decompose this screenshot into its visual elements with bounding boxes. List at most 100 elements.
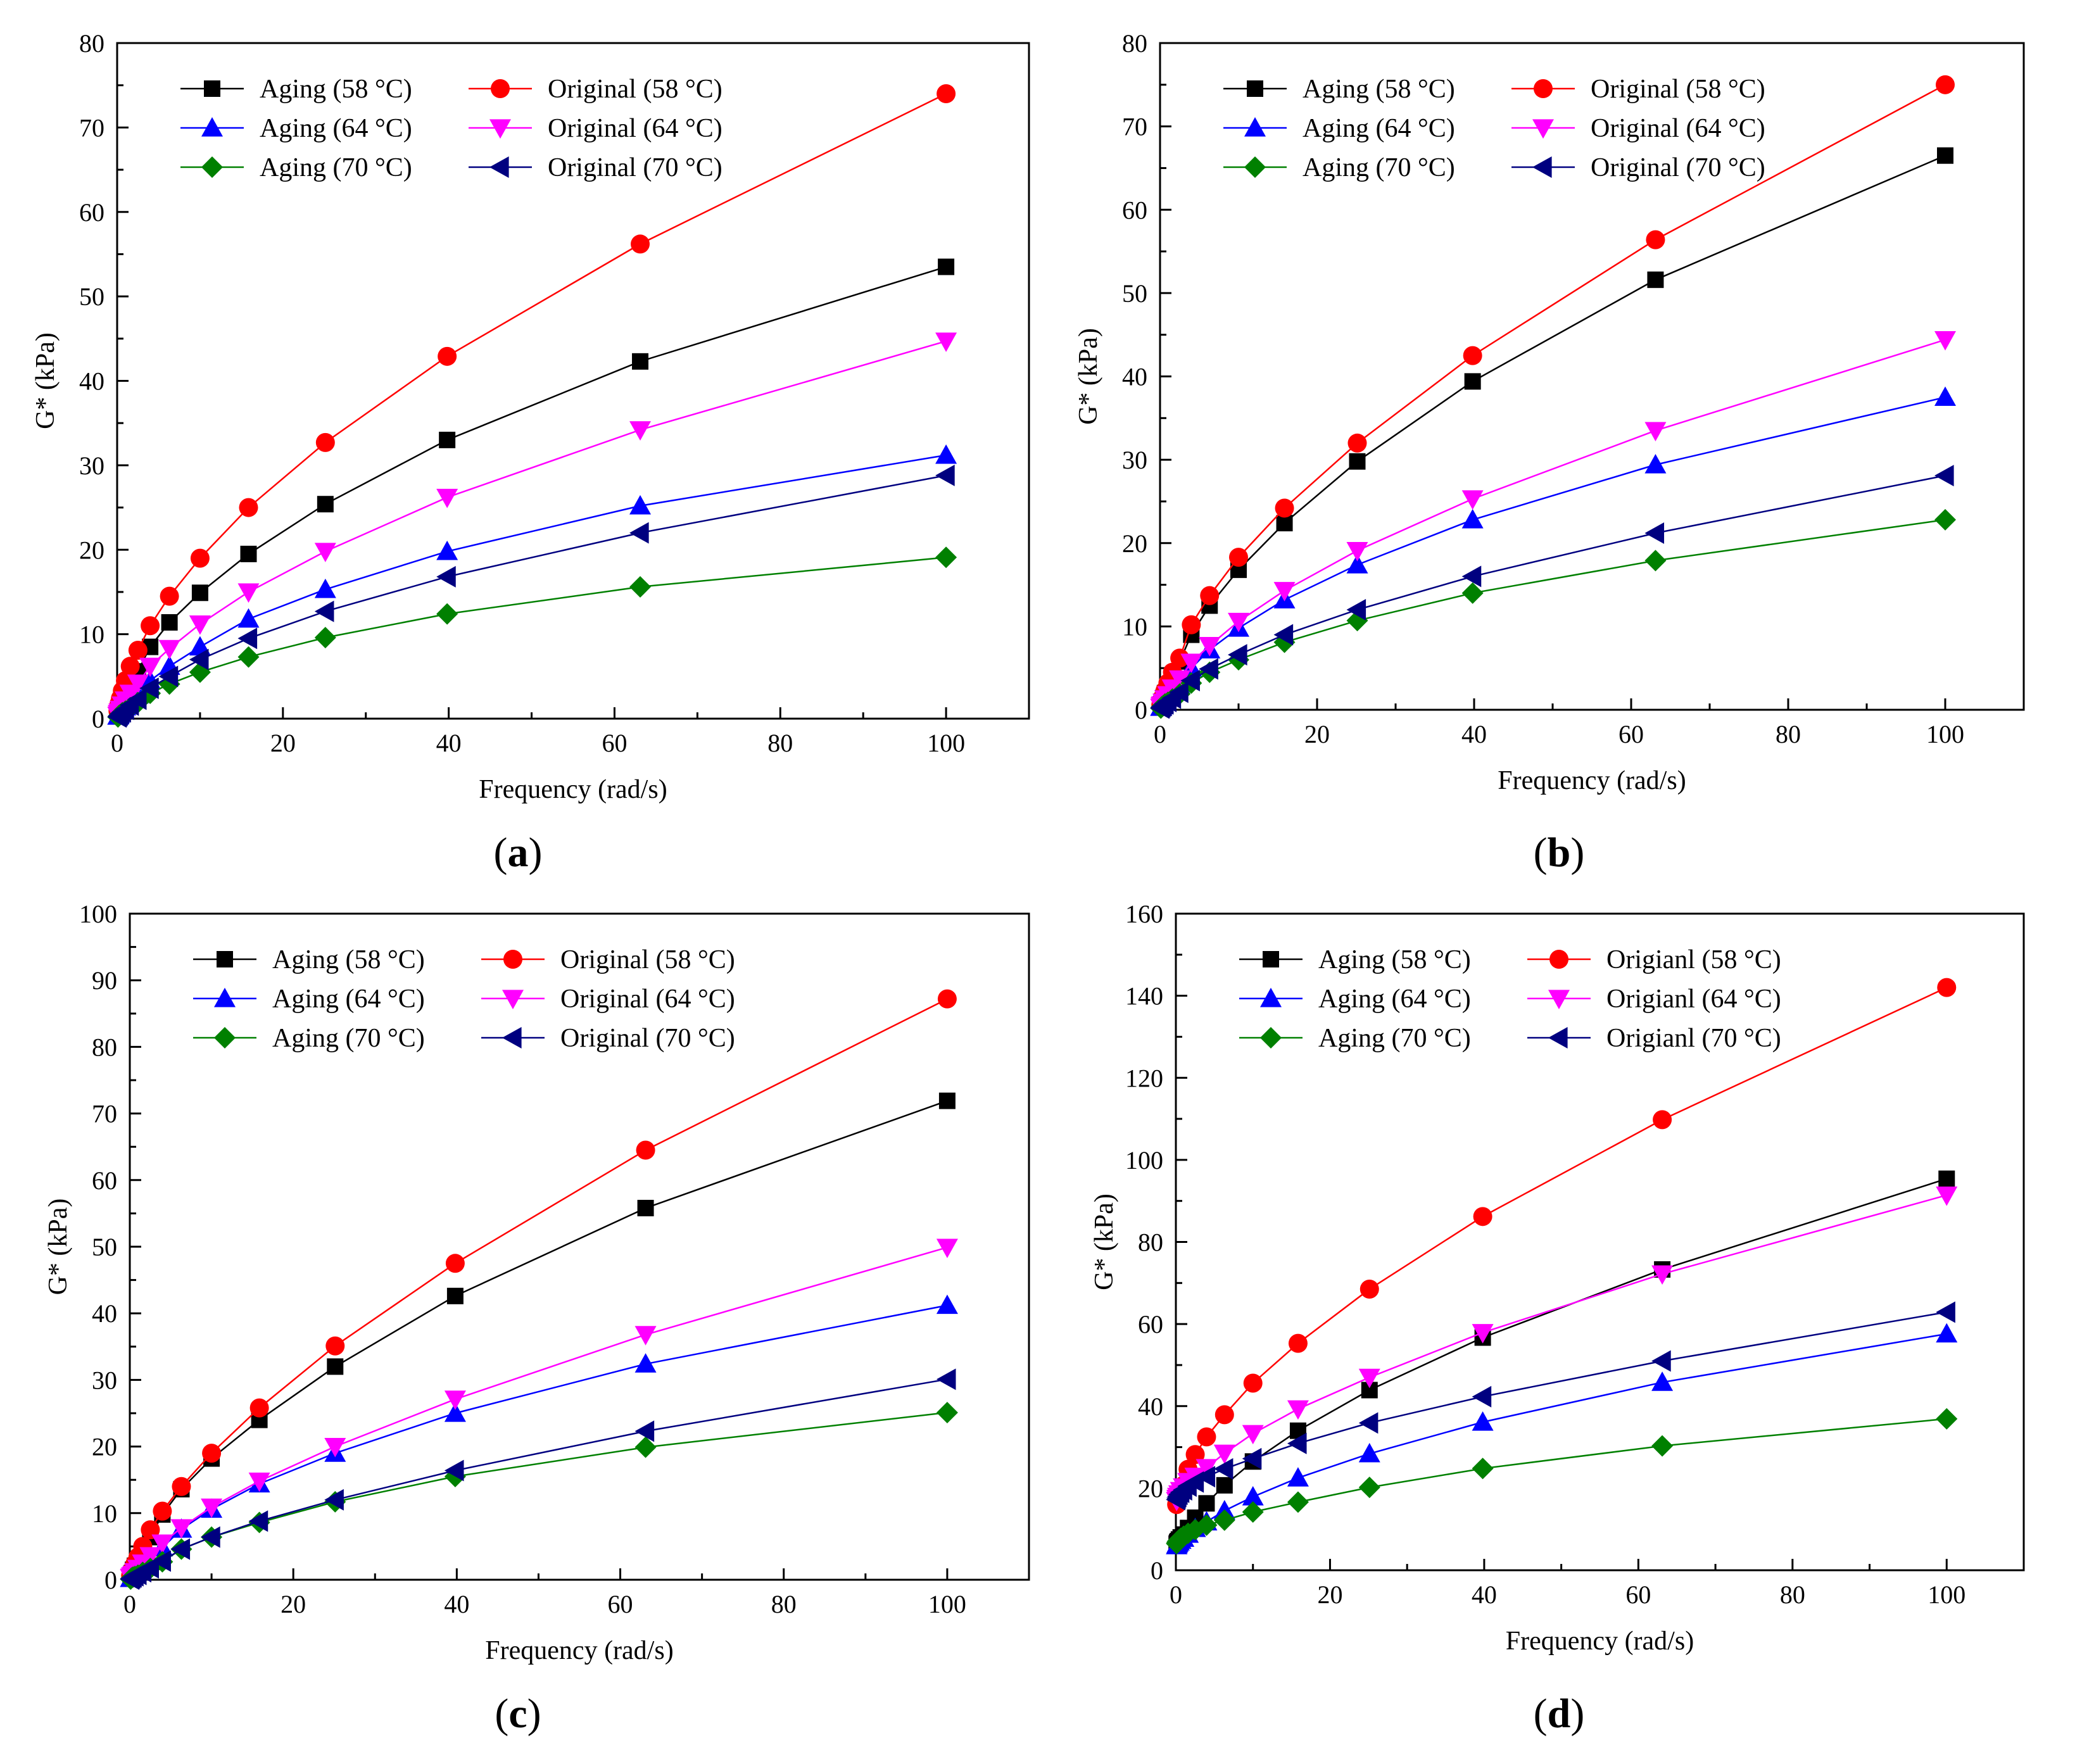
data-point-orig70 <box>189 648 209 671</box>
data-point-orig58 <box>438 346 457 366</box>
data-point-aging58 <box>637 1199 654 1216</box>
data-point-aging58 <box>439 431 456 448</box>
x-tick-label: 40 <box>1472 1580 1497 1609</box>
y-tick-label: 10 <box>79 621 104 649</box>
data-point-aging70 <box>1213 1509 1235 1531</box>
data-point-aging70 <box>629 576 652 598</box>
legend-item-aging58: Aging (58 °C) <box>193 945 425 974</box>
data-point-orig64 <box>1936 1187 1958 1206</box>
data-point-aging58 <box>632 353 649 370</box>
legend-item-aging64: Aging (64 °C) <box>193 985 425 1014</box>
data-point-orig58 <box>1275 498 1294 518</box>
data-point-aging64 <box>1936 1323 1958 1343</box>
y-tick-label: 50 <box>1122 279 1147 308</box>
data-point-orig64 <box>324 1438 346 1458</box>
y-tick-label: 0 <box>1135 696 1147 724</box>
data-point-aging64 <box>1461 508 1484 529</box>
x-tick-label: 40 <box>436 729 462 757</box>
data-point-orig58 <box>1936 75 1955 94</box>
data-point-orig64 <box>444 1390 466 1410</box>
legend-marker <box>1532 156 1552 178</box>
data-point-orig64 <box>1228 612 1249 633</box>
legend-item-orig58: Origianl (58 °C) <box>1527 945 1781 974</box>
legend-marker <box>214 1027 236 1049</box>
data-point-orig58 <box>445 1254 465 1273</box>
data-point-aging64 <box>444 1402 466 1422</box>
legend-item-orig70: Original (70 °C) <box>469 153 722 182</box>
data-point-aging58 <box>938 258 955 275</box>
legend-item-aging58: Aging (58 °C) <box>180 75 412 104</box>
data-point-orig58 <box>202 1444 222 1463</box>
data-point-aging70 <box>1644 550 1667 572</box>
series-aging64 <box>1150 386 1956 716</box>
legend-marker <box>1548 1027 1568 1049</box>
data-point-orig64 <box>1346 541 1368 562</box>
data-point-aging70 <box>436 603 458 625</box>
data-point-aging70 <box>936 1401 958 1423</box>
data-point-orig64 <box>436 488 458 508</box>
legend: Aging (58 °C) Original (58 °C) Aging (64 °… <box>193 945 735 1053</box>
series-aging70 <box>107 546 957 728</box>
data-point-orig64 <box>1934 331 1956 351</box>
data-point-orig58 <box>172 1477 191 1496</box>
data-point-orig70 <box>1180 669 1200 691</box>
legend-label: Aging (58 °C) <box>1303 75 1455 104</box>
data-point-aging58 <box>1937 147 1953 164</box>
legend-marker <box>1260 1027 1282 1049</box>
legend-marker <box>502 990 524 1009</box>
series-line-aging64 <box>1160 396 1946 708</box>
x-tick-label: 100 <box>928 1590 966 1618</box>
data-point-orig58 <box>315 432 335 452</box>
data-point-orig70 <box>237 627 258 650</box>
y-tick-label: 40 <box>92 1299 117 1328</box>
legend-label: Original (70 °C) <box>1591 153 1765 182</box>
data-point-aging70 <box>1287 1491 1309 1513</box>
y-tick-label: 30 <box>92 1366 117 1394</box>
legend-item-orig64: Original (64 °C) <box>469 114 722 143</box>
y-tick-label: 80 <box>1122 29 1147 58</box>
chart-panel-c: 0 20 40 60 80 100 0 10 20 30 40 50 60 70 80 90 100 Freque… <box>44 900 1030 1665</box>
x-tick-label: 20 <box>1317 1580 1342 1609</box>
y-tick-label: 10 <box>1122 612 1147 641</box>
y-tick-label: 70 <box>79 113 104 142</box>
series-line-aging70 <box>130 1411 948 1580</box>
data-point-aging58 <box>161 614 178 631</box>
legend-item-aging70: Aging (70 °C) <box>1239 1024 1471 1053</box>
legend-item-aging70: Aging (70 °C) <box>180 153 412 182</box>
data-point-orig64 <box>1273 582 1296 602</box>
y-tick-label: 30 <box>1122 446 1147 474</box>
data-point-orig70 <box>127 688 147 710</box>
legend-marker <box>1244 156 1266 178</box>
data-point-orig64 <box>158 639 180 660</box>
series-orig70 <box>107 464 955 728</box>
y-tick-label: 0 <box>92 705 104 733</box>
x-tick-label: 20 <box>270 729 296 757</box>
legend-label: Aging (58 °C) <box>272 945 425 974</box>
data-point-aging64 <box>634 1353 657 1373</box>
y-tick-label: 30 <box>79 451 104 480</box>
data-point-aging70 <box>1242 1501 1264 1523</box>
y-tick-label: 40 <box>79 367 104 396</box>
legend-marker <box>1549 950 1568 969</box>
legend-marker <box>1548 990 1570 1009</box>
series-line-orig58 <box>117 92 947 712</box>
panel-caption-a: (a) <box>494 829 543 876</box>
series-aging58 <box>1168 1170 1955 1552</box>
y-axis-title: G* (kPa) <box>31 332 60 429</box>
data-point-orig58 <box>1197 1427 1216 1447</box>
chart-panel-a: 0 20 40 60 80 100 0 10 20 30 40 50 60 70 80 Frequency (… <box>31 29 1030 804</box>
legend-label: Original (58 °C) <box>548 75 722 104</box>
data-point-orig58 <box>1937 978 1957 997</box>
data-point-aging70 <box>935 546 957 569</box>
data-point-aging64 <box>1934 386 1956 406</box>
y-tick-label: 40 <box>1122 363 1147 391</box>
legend-label: Aging (70 °C) <box>1303 153 1455 182</box>
legend-marker <box>491 79 510 98</box>
chart-panel-d: 0 20 40 60 80 100 0 20 40 60 80 100 120 140 160 Frequen… <box>1090 900 2025 1656</box>
data-point-orig70 <box>1199 658 1218 680</box>
data-point-orig70 <box>151 1550 171 1572</box>
legend-marker <box>502 1027 522 1049</box>
legend-marker <box>1534 79 1553 98</box>
legend-label: Aging (58 °C) <box>1318 945 1471 974</box>
